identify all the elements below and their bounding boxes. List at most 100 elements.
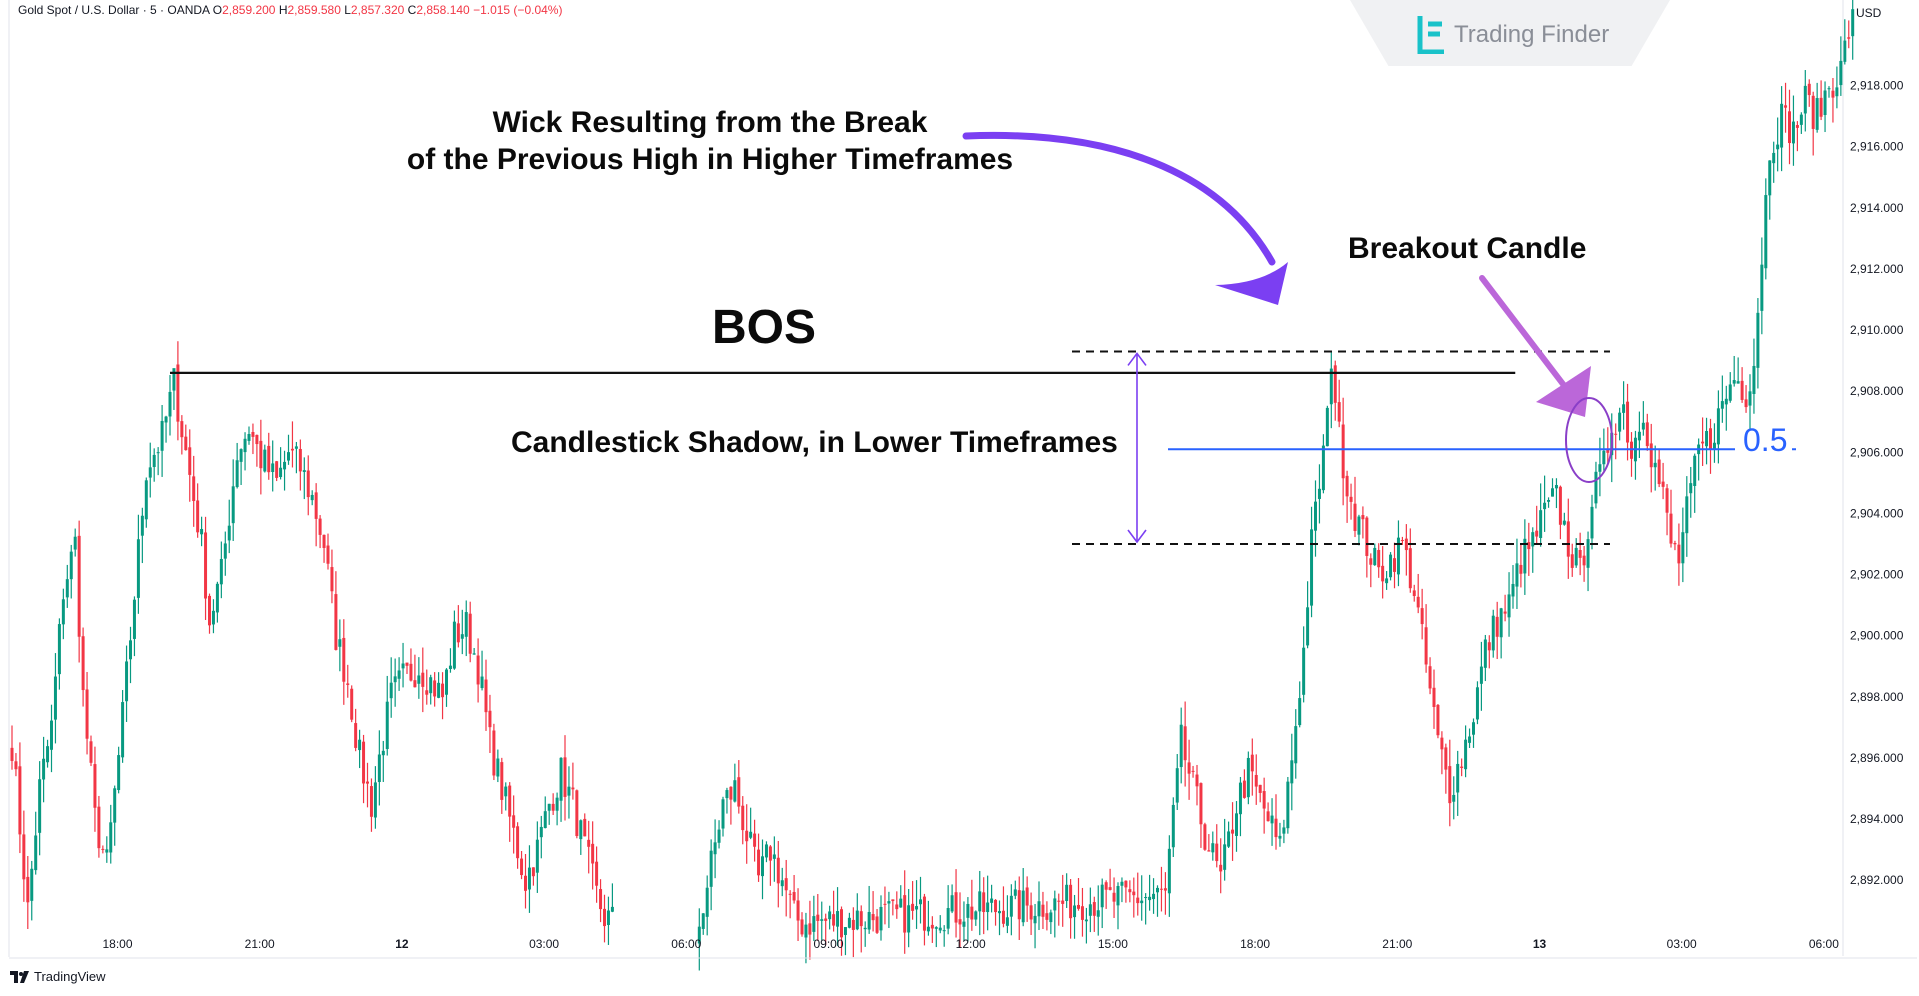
price-tick-label: 2,904.000 bbox=[1850, 506, 1904, 520]
candle-body bbox=[1483, 639, 1487, 668]
candle-body bbox=[591, 843, 595, 864]
candle-body bbox=[1515, 563, 1519, 587]
candle-body bbox=[1077, 904, 1080, 909]
candle-body bbox=[1456, 763, 1460, 793]
candle-body bbox=[729, 786, 733, 800]
shadow-annotation: Candlestick Shadow, in Lower Timeframes bbox=[511, 426, 1118, 459]
candle-body bbox=[1282, 827, 1286, 834]
candle-body bbox=[741, 805, 745, 831]
price-tick-label: 2,896.000 bbox=[1850, 751, 1904, 765]
candle-body bbox=[595, 861, 599, 886]
symbol-legend: Gold Spot / U.S. Dollar · 5 · OANDA O2,8… bbox=[18, 3, 562, 17]
candle-body bbox=[1416, 596, 1420, 608]
candle-body bbox=[1712, 442, 1716, 449]
candle-body bbox=[871, 914, 875, 921]
candle-body bbox=[14, 761, 18, 770]
candle-body bbox=[1653, 462, 1657, 468]
candle-body bbox=[1294, 726, 1298, 764]
candle-body bbox=[448, 665, 452, 669]
price-axis[interactable]: 2,892.000 2,894.000 2,896.000 2,898.000 2,90… bbox=[1842, 0, 1904, 956]
candle-body bbox=[1764, 195, 1768, 269]
candle-body bbox=[89, 741, 93, 763]
candle-body bbox=[460, 634, 464, 639]
candle-body bbox=[1317, 488, 1321, 499]
candle-body bbox=[1732, 380, 1736, 384]
bos-label: BOS bbox=[712, 301, 817, 354]
candle-body bbox=[603, 908, 606, 927]
candle-body bbox=[1511, 583, 1515, 597]
candle-body bbox=[1250, 754, 1254, 772]
price-tick-label: 2,898.000 bbox=[1850, 690, 1904, 704]
candle-body bbox=[1393, 558, 1396, 572]
candle-body bbox=[1772, 152, 1776, 164]
candle-body bbox=[1302, 647, 1306, 695]
candle-body bbox=[1084, 919, 1088, 922]
candle-body bbox=[1096, 910, 1100, 917]
trading-finder-logo-icon bbox=[1417, 16, 1444, 54]
candle-body bbox=[749, 831, 753, 838]
candle-body bbox=[1365, 517, 1369, 556]
time-axis[interactable]: 18:00 21:00 12 03:00 06:00 09:00 12:00 15:00 18:… bbox=[9, 937, 1917, 959]
candle-body bbox=[524, 875, 527, 891]
candle-body bbox=[559, 757, 563, 801]
candle-body bbox=[69, 551, 73, 580]
candle-body bbox=[1606, 449, 1610, 453]
candle-body bbox=[358, 739, 362, 751]
wick-curved-arrow bbox=[962, 131, 1276, 266]
candle-body bbox=[1570, 554, 1574, 568]
candle-body bbox=[125, 661, 129, 702]
candle-body bbox=[1811, 95, 1815, 129]
candle-body bbox=[1298, 698, 1302, 726]
price-tick-label: 2,910.000 bbox=[1850, 323, 1904, 337]
candle-body bbox=[1436, 704, 1440, 736]
candle-body bbox=[1464, 739, 1468, 770]
candle-body bbox=[867, 912, 871, 930]
candle-body bbox=[219, 558, 223, 585]
wick-annotation: Wick Resulting from the Break of the Pre… bbox=[340, 104, 1080, 178]
candle-body bbox=[452, 621, 456, 669]
candle-body bbox=[1523, 538, 1527, 574]
candle-body bbox=[1554, 485, 1558, 489]
candle-body bbox=[1602, 450, 1606, 465]
candle-body bbox=[381, 750, 385, 756]
candle-body bbox=[294, 446, 298, 449]
candle-body bbox=[1452, 794, 1456, 802]
candle-body bbox=[1270, 815, 1274, 824]
candle-body bbox=[472, 653, 476, 655]
candle-body bbox=[50, 720, 53, 750]
candle-body bbox=[958, 919, 962, 925]
candle-body bbox=[1673, 543, 1677, 545]
candle-body bbox=[132, 599, 136, 639]
candle-body bbox=[1728, 384, 1732, 401]
candle-body bbox=[1144, 897, 1148, 899]
candle-body bbox=[745, 830, 749, 842]
candle-body bbox=[828, 911, 832, 920]
candle-body bbox=[907, 905, 911, 933]
candle-body bbox=[373, 782, 377, 818]
candle-body bbox=[1025, 887, 1029, 906]
low-value: 2,857.320 bbox=[350, 3, 405, 17]
candle-body bbox=[934, 927, 938, 929]
candle-body bbox=[26, 876, 30, 903]
wick-annotation-line1: Wick Resulting from the Break bbox=[492, 106, 928, 139]
candle-body bbox=[1223, 844, 1227, 870]
candle-body bbox=[547, 803, 551, 811]
watermark-text: Trading Finder bbox=[1454, 21, 1610, 48]
candle-body bbox=[1499, 608, 1503, 638]
candle-body bbox=[1448, 766, 1452, 804]
candle-body bbox=[950, 895, 954, 912]
low-label: L bbox=[344, 3, 351, 17]
candle-body bbox=[1187, 762, 1191, 774]
candle-body bbox=[1029, 905, 1033, 920]
candle-body bbox=[397, 670, 401, 679]
candle-body bbox=[235, 460, 239, 488]
candle-body bbox=[571, 787, 575, 790]
candle-body bbox=[1475, 687, 1479, 720]
candle-body bbox=[990, 898, 994, 903]
candle-body bbox=[1290, 760, 1294, 784]
candle-body bbox=[1440, 737, 1444, 750]
breakout-candle-circle bbox=[1565, 397, 1613, 483]
candle-body bbox=[772, 854, 776, 859]
candle-body bbox=[1112, 892, 1116, 902]
